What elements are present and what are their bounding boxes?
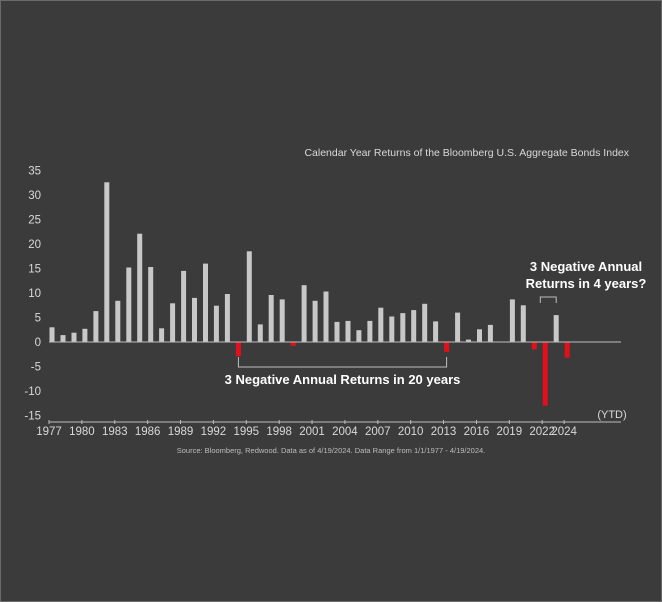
y-axis: 35 30 25 20 15 10 5 0 -5 -10 -15 (24, 166, 41, 423)
bars (49, 182, 570, 406)
annotation-negative-20-years: 3 Negative Annual Returns in 20 years (225, 372, 461, 387)
chart-title: Calendar Year Returns of the Bloomberg U… (304, 147, 629, 159)
y-tick-label: 20 (28, 239, 41, 251)
source-note: Source: Bloomberg, Redwood. Data as of 4… (177, 446, 486, 455)
bar-1990 (192, 297, 197, 342)
annotation-negative-4-years-line1: 3 Negative Annual (530, 259, 642, 274)
bar-1993 (224, 294, 230, 342)
bar-2012 (433, 321, 439, 342)
x-tick-label: 2007 (365, 426, 391, 438)
bar-2007 (378, 307, 384, 342)
x-tick-label: 1989 (168, 426, 194, 438)
annotation-bracket-4-years (539, 296, 557, 303)
bar-2019 (509, 299, 515, 342)
annotation-bracket-20-years (237, 357, 448, 368)
bar-1978 (60, 335, 66, 342)
bar-2000 (301, 285, 307, 342)
bar-1987 (159, 328, 165, 342)
x-tick-label: 2016 (464, 426, 490, 438)
x-tick-label: 1980 (69, 426, 95, 438)
bar-2023 (553, 315, 559, 343)
y-tick-label: 10 (28, 288, 41, 300)
x-tick-label: 1986 (135, 426, 161, 438)
bar-2006 (367, 320, 373, 342)
x-tick-label: 2001 (299, 426, 325, 438)
bar-2015 (466, 339, 471, 343)
x-tick-label: 1983 (102, 426, 128, 438)
bar-1980 (82, 328, 88, 342)
x-tick-label: 1995 (233, 426, 259, 438)
x-tick-label: 1992 (201, 426, 227, 438)
bar-2024 (564, 342, 570, 358)
bar-1984 (126, 267, 132, 342)
y-tick-label: -15 (24, 411, 41, 423)
annotations: 3 Negative Annual Returns in 20 years 3 … (225, 259, 647, 387)
x-tick-label: 1998 (266, 426, 292, 438)
x-tick-label: 2024 (551, 426, 577, 438)
bar-2022 (542, 342, 548, 406)
ytd-label: (YTD) (597, 409, 626, 421)
y-tick-label: 30 (28, 190, 41, 202)
bar-2021 (531, 342, 537, 350)
bar-1998 (279, 299, 285, 342)
y-tick-label: 5 (35, 313, 41, 325)
bar-2008 (389, 316, 395, 342)
x-tick-label: 2013 (431, 426, 457, 438)
y-tick-label: 15 (28, 264, 41, 276)
bar-1995 (246, 251, 252, 342)
bar-1985 (137, 233, 143, 342)
bar-2013 (444, 342, 450, 352)
bar-1977 (49, 327, 55, 342)
x-tick-label: 2010 (398, 426, 424, 438)
bar-1986 (148, 267, 154, 342)
y-tick-label: 35 (28, 166, 41, 178)
bar-2011 (422, 303, 428, 342)
x-axis: 1977 1980 1983 1986 1989 1992 1995 1998 2001 2004… (36, 420, 621, 438)
bar-2010 (411, 310, 417, 342)
bar-1982 (104, 182, 110, 342)
bar-2017 (487, 324, 493, 343)
bar-1983 (115, 300, 121, 342)
bar-1989 (181, 270, 187, 342)
y-tick-label: 25 (28, 215, 41, 227)
bar-2009 (400, 313, 406, 342)
bar-1991 (203, 263, 208, 342)
bar-1992 (213, 305, 219, 342)
y-tick-label: 0 (35, 337, 41, 349)
x-tick-label: 1977 (36, 426, 62, 438)
bar-1997 (268, 295, 274, 342)
bar-1988 (170, 303, 176, 342)
bar-1994 (235, 342, 241, 357)
bar-1979 (71, 332, 77, 342)
x-tick-label: 2022 (529, 426, 555, 438)
x-tick-label: 2019 (497, 426, 523, 438)
bar-1981 (93, 311, 99, 342)
bar-2014 (455, 312, 461, 342)
bar-2002 (323, 291, 329, 342)
bar-2001 (312, 300, 318, 342)
bar-2005 (356, 330, 362, 342)
bar-1999 (290, 342, 296, 346)
bar-1996 (257, 324, 263, 342)
annotation-negative-4-years-line2: Returns in 4 years? (526, 276, 647, 291)
y-tick-label: -10 (24, 386, 41, 398)
bar-2004 (345, 320, 351, 342)
bar-2003 (334, 321, 340, 342)
bar-2016 (477, 329, 482, 342)
bar-2020 (520, 305, 526, 343)
y-tick-label: -5 (31, 362, 41, 374)
x-tick-label: 2004 (332, 426, 358, 438)
